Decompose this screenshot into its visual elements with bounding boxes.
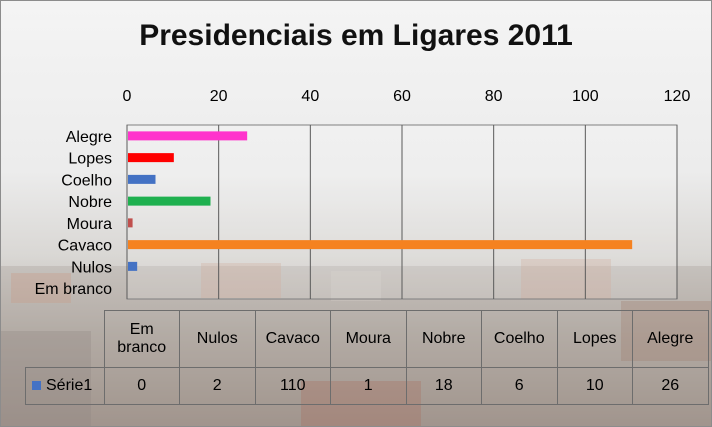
- bar: [128, 131, 248, 141]
- x-tick-label: 40: [301, 88, 319, 105]
- bar: [128, 240, 633, 250]
- data-table: Em branco Nulos Cavaco Moura Nobre Coelho Lope…: [25, 310, 709, 405]
- table-header-cell: Moura: [330, 310, 407, 368]
- category-label: Coelho: [61, 172, 112, 189]
- table-value-cell: 1: [330, 367, 407, 405]
- bar: [128, 261, 138, 271]
- x-tick-label: 120: [664, 88, 691, 105]
- bar: [128, 196, 211, 206]
- bar: [128, 174, 156, 184]
- chart-title: Presidenciais em Ligares 2011: [139, 19, 573, 52]
- legend-label: Série1: [46, 377, 93, 394]
- category-label: Em branco: [35, 281, 112, 298]
- table-value-cell: 26: [632, 367, 709, 405]
- table-header-cell: Nobre: [405, 310, 482, 368]
- table-header-cell: Nulos: [179, 310, 256, 368]
- category-label: Alegre: [66, 129, 112, 146]
- category-label: Nobre: [68, 194, 112, 211]
- table-header-cell: Em branco: [103, 310, 180, 368]
- category-label: Moura: [67, 216, 112, 233]
- table-value-cell: 18: [405, 367, 482, 405]
- x-tick-label: 80: [485, 88, 503, 105]
- table-value-cell: 0: [103, 367, 180, 405]
- table-header-cell: Cavaco: [254, 310, 331, 368]
- x-tick-label: 20: [210, 88, 228, 105]
- table-header-cell: Lopes: [556, 310, 633, 368]
- table-header-cell: Alegre: [632, 310, 709, 368]
- table-value-cell: 110: [254, 367, 331, 405]
- x-tick-label: 0: [123, 88, 132, 105]
- x-tick-label: 60: [393, 88, 411, 105]
- x-tick-label: 100: [572, 88, 599, 105]
- legend-key: [32, 381, 41, 391]
- bar: [128, 153, 174, 163]
- data-table-row: Série1 0 2 110 1 18 6 10 26: [25, 367, 709, 405]
- table-legend-cell: Série1: [25, 367, 105, 405]
- data-table-header: Em branco Nulos Cavaco Moura Nobre Coelho Lope…: [26, 310, 709, 368]
- category-label: Nulos: [71, 259, 112, 276]
- category-label: Lopes: [68, 151, 112, 168]
- bar: [128, 218, 133, 228]
- table-value-cell: 10: [556, 367, 633, 405]
- table-header-cell: Coelho: [481, 310, 558, 368]
- category-label: Cavaco: [58, 238, 112, 255]
- table-corner: [26, 311, 105, 368]
- table-value-cell: 6: [481, 367, 558, 405]
- table-value-cell: 2: [179, 367, 256, 405]
